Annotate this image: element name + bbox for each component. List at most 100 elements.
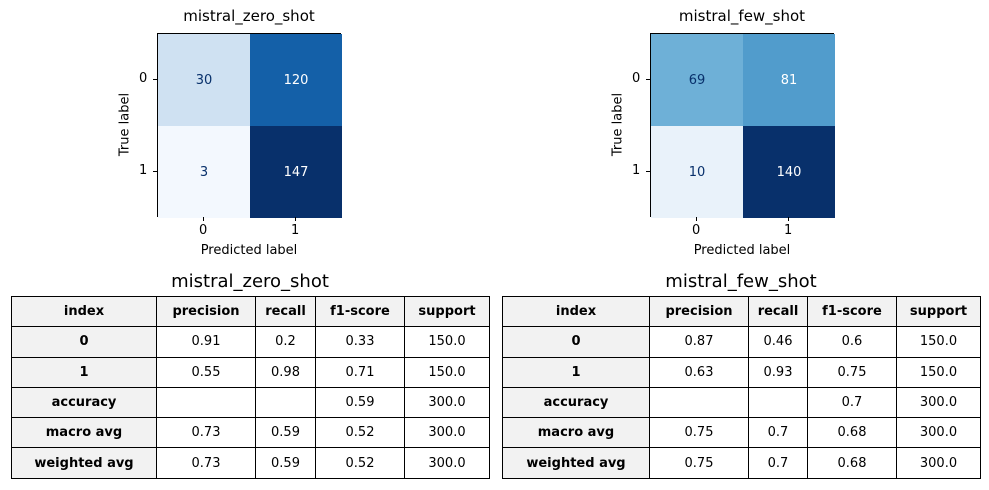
table-cell: 0.91	[156, 326, 256, 358]
cm-cell: 147	[250, 126, 342, 218]
row-label: 1	[11, 356, 157, 388]
table-row: macro avg 0.75 0.7 0.68 300.0	[502, 417, 981, 449]
table-cell: 150.0	[404, 326, 490, 358]
x-tick-label: 0	[199, 223, 208, 238]
table-cell: 300.0	[896, 447, 981, 479]
column-header: f1-score	[315, 295, 405, 328]
y-tick-mark	[153, 171, 157, 172]
table-row: weighted avg 0.75 0.7 0.68 300.0	[502, 447, 981, 479]
table-row: 1 0.63 0.93 0.75 150.0	[502, 356, 981, 388]
table-row: 1 0.55 0.98 0.71 150.0	[11, 356, 490, 388]
cm-cell: 69	[651, 34, 743, 126]
x-tick-mark	[696, 217, 697, 221]
column-header: f1-score	[807, 295, 897, 328]
table-cell: 150.0	[896, 326, 981, 358]
column-header: recall	[255, 295, 316, 328]
table-row: weighted avg 0.73 0.59 0.52 300.0	[11, 447, 490, 479]
table-cell: 0.6	[807, 326, 897, 358]
table-cell: 0.68	[807, 417, 897, 449]
table-cell: 0.7	[748, 417, 808, 449]
column-header: index	[502, 295, 650, 328]
table-cell: 0.55	[156, 356, 256, 388]
classification-report-few-shot: index precision recall f1-score support 0 0.8…	[502, 295, 981, 479]
table-header-row: index precision recall f1-score support	[502, 295, 981, 328]
cm-grid: 30 120 3 147	[157, 33, 342, 218]
cm-cell: 3	[158, 126, 250, 218]
table-cell	[748, 386, 808, 419]
row-label: weighted avg	[502, 447, 650, 479]
row-label: weighted avg	[11, 447, 157, 479]
row-label: macro avg	[502, 417, 650, 449]
table-cell: 0.73	[156, 417, 256, 449]
cm-cell: 81	[743, 34, 835, 126]
table-cell: 300.0	[896, 386, 981, 419]
column-header: precision	[649, 295, 749, 328]
table-cell: 150.0	[404, 356, 490, 388]
table-cell: 300.0	[404, 417, 490, 449]
table-row: 0 0.87 0.46 0.6 150.0	[502, 326, 981, 358]
report-title-zero-shot: mistral_zero_shot	[171, 271, 329, 292]
table-cell: 0.98	[255, 356, 316, 388]
table-row: 0 0.91 0.2 0.33 150.0	[11, 326, 490, 358]
row-label: macro avg	[11, 417, 157, 449]
table-cell: 0.52	[315, 447, 405, 479]
y-axis-label: True label	[117, 92, 133, 157]
x-tick-mark	[295, 217, 296, 221]
cm-grid: 69 81 10 140	[650, 33, 835, 218]
table-cell: 0.73	[156, 447, 256, 479]
table-cell	[156, 386, 256, 419]
table-cell: 0.87	[649, 326, 749, 358]
y-tick-label: 0	[139, 71, 148, 86]
table-row: accuracy 0.59 300.0	[11, 386, 490, 419]
table-cell: 150.0	[896, 356, 981, 388]
x-tick-label: 1	[784, 223, 793, 238]
x-tick-label: 1	[291, 223, 300, 238]
column-header: precision	[156, 295, 256, 328]
table-cell: 0.2	[255, 326, 316, 358]
y-tick-label: 1	[139, 163, 148, 178]
row-label: accuracy	[502, 386, 650, 419]
y-tick-mark	[646, 171, 650, 172]
y-tick-label: 0	[632, 71, 641, 86]
table-cell: 0.59	[255, 417, 316, 449]
column-header: recall	[748, 295, 808, 328]
table-cell: 0.75	[807, 356, 897, 388]
cm-cell: 10	[651, 126, 743, 218]
report-title-few-shot: mistral_few_shot	[665, 271, 817, 292]
x-tick-mark	[203, 217, 204, 221]
x-tick-mark	[788, 217, 789, 221]
row-label: accuracy	[11, 386, 157, 419]
table-cell: 0.7	[748, 447, 808, 479]
y-tick-mark	[646, 79, 650, 80]
table-cell: 300.0	[404, 447, 490, 479]
table-cell: 300.0	[896, 417, 981, 449]
table-cell: 0.59	[315, 386, 405, 419]
table-cell: 0.33	[315, 326, 405, 358]
row-label: 0	[502, 326, 650, 358]
cm-title: mistral_zero_shot	[183, 7, 315, 25]
table-cell: 0.71	[315, 356, 405, 388]
table-cell: 0.75	[649, 417, 749, 449]
table-cell: 0.7	[807, 386, 897, 419]
classification-report-zero-shot: index precision recall f1-score support 0 0.9…	[11, 295, 490, 479]
table-row: macro avg 0.73 0.59 0.52 300.0	[11, 417, 490, 449]
table-cell: 0.68	[807, 447, 897, 479]
y-tick-label: 1	[632, 163, 641, 178]
cm-cell: 30	[158, 34, 250, 126]
table-cell: 0.52	[315, 417, 405, 449]
y-tick-mark	[153, 79, 157, 80]
table-cell: 0.46	[748, 326, 808, 358]
table-cell: 0.59	[255, 447, 316, 479]
table-cell: 0.63	[649, 356, 749, 388]
x-axis-label: Predicted label	[200, 243, 298, 258]
x-axis-label: Predicted label	[693, 243, 791, 258]
cm-cell: 120	[250, 34, 342, 126]
table-cell: 300.0	[404, 386, 490, 419]
table-cell	[649, 386, 749, 419]
row-label: 1	[502, 356, 650, 388]
y-axis-label: True label	[610, 92, 626, 157]
x-tick-label: 0	[692, 223, 701, 238]
row-label: 0	[11, 326, 157, 358]
table-cell	[255, 386, 316, 419]
cm-cell: 140	[743, 126, 835, 218]
